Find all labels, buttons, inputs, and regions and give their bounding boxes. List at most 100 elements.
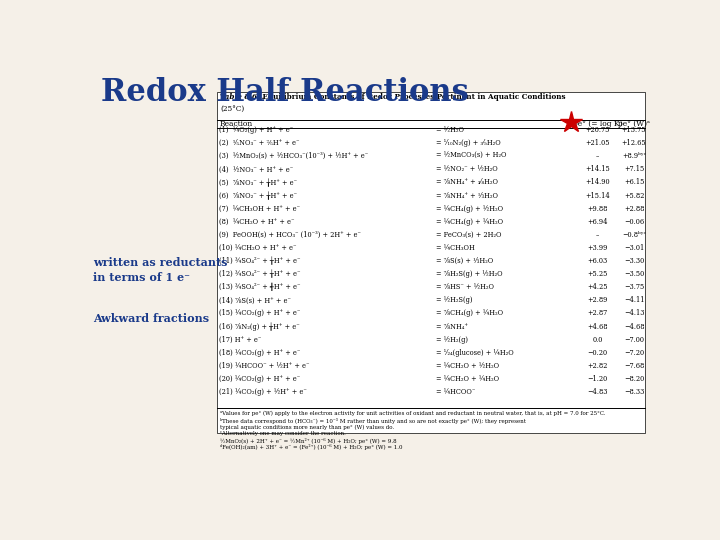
Text: −7.00: −7.00 bbox=[624, 336, 644, 343]
Text: = ¼CH₃OH: = ¼CH₃OH bbox=[436, 244, 474, 252]
Text: ᵇThese data correspond to (HCO₃⁻) = 10⁻³ M rather than unity and so are not exac: ᵇThese data correspond to (HCO₃⁻) = 10⁻³… bbox=[220, 418, 526, 424]
Text: = ½H₂(g): = ½H₂(g) bbox=[436, 336, 468, 343]
Text: = ¼CH₂O + ¼H₂O: = ¼CH₂O + ¼H₂O bbox=[436, 375, 499, 383]
Text: +12.65: +12.65 bbox=[622, 139, 647, 147]
Text: (1)  ¼O₂(g) + H⁺ + e⁻: (1) ¼O₂(g) + H⁺ + e⁻ bbox=[220, 126, 294, 134]
Text: = ½H₂S(g): = ½H₂S(g) bbox=[436, 296, 472, 305]
Text: +20.75: +20.75 bbox=[585, 126, 610, 134]
Text: (13) ¾SO₄²⁻ + ╉H⁺ + e⁻: (13) ¾SO₄²⁻ + ╉H⁺ + e⁻ bbox=[220, 283, 301, 292]
Text: (14) ⅞S(s) + H⁺ + e⁻: (14) ⅞S(s) + H⁺ + e⁻ bbox=[220, 296, 292, 305]
Text: +5.82: +5.82 bbox=[624, 192, 644, 200]
Text: +13.75: +13.75 bbox=[622, 126, 647, 134]
Text: (9)  FeOOH(s) + HCO₃⁻ (10⁻³) + 2H⁺ + e⁻: (9) FeOOH(s) + HCO₃⁻ (10⁻³) + 2H⁺ + e⁻ bbox=[220, 231, 361, 239]
Text: = ¼CH₄(g) + ¼H₂O: = ¼CH₄(g) + ¼H₂O bbox=[436, 218, 503, 226]
Text: = ⅞S(s) + ⅓H₂O: = ⅞S(s) + ⅓H₂O bbox=[436, 257, 493, 265]
Text: −0.8ᵇʸᶜ: −0.8ᵇʸᶜ bbox=[622, 231, 646, 239]
Text: Table 8.6a.: Table 8.6a. bbox=[220, 93, 264, 102]
Text: = ½NO₂⁻ + ½H₂O: = ½NO₂⁻ + ½H₂O bbox=[436, 165, 498, 173]
Text: = ⅞NH₄⁺: = ⅞NH₄⁺ bbox=[436, 322, 468, 330]
Text: (25°C): (25°C) bbox=[220, 105, 244, 113]
Text: pe° (W)ᵃ: pe° (W)ᵃ bbox=[618, 120, 650, 128]
Text: (3)  ½MnO₂(s) + ½HCO₃⁻(10⁻³) + ½H⁺ + e⁻: (3) ½MnO₂(s) + ½HCO₃⁻(10⁻³) + ½H⁺ + e⁻ bbox=[220, 152, 369, 160]
Text: +3.99: +3.99 bbox=[588, 244, 608, 252]
Text: ᵃValues for pe° (W) apply to the electron activity for unit activities of oxidan: ᵃValues for pe° (W) apply to the electro… bbox=[220, 411, 606, 416]
Text: (15) ¼CO₂(g) + H⁺ + e⁻: (15) ¼CO₂(g) + H⁺ + e⁻ bbox=[220, 309, 301, 318]
Text: −3.75: −3.75 bbox=[624, 284, 644, 291]
Text: (7)  ¼CH₃OH + H⁺ + e⁻: (7) ¼CH₃OH + H⁺ + e⁻ bbox=[220, 205, 300, 213]
Text: (17) H⁺ + e⁻: (17) H⁺ + e⁻ bbox=[220, 336, 262, 343]
Text: −7.20: −7.20 bbox=[624, 349, 644, 357]
Text: in terms of 1 e⁻: in terms of 1 e⁻ bbox=[93, 272, 190, 283]
Text: +7.15: +7.15 bbox=[624, 165, 644, 173]
Text: +5.25: +5.25 bbox=[588, 270, 608, 278]
Text: = ¹⁄₁₀N₂(g) + ₃⁄₅H₂O: = ¹⁄₁₀N₂(g) + ₃⁄₅H₂O bbox=[436, 139, 500, 147]
Text: +2.82: +2.82 bbox=[588, 362, 608, 370]
Text: −4.11: −4.11 bbox=[624, 296, 644, 305]
Text: (6)  ⅞NO₂⁻ + ╁H⁺ + e⁻: (6) ⅞NO₂⁻ + ╁H⁺ + e⁻ bbox=[220, 191, 297, 200]
Text: −8.33: −8.33 bbox=[624, 388, 644, 396]
Text: (4)  ½NO₃⁻ + H⁺ + e⁻: (4) ½NO₃⁻ + H⁺ + e⁻ bbox=[220, 165, 294, 173]
Text: written as reductants: written as reductants bbox=[93, 257, 228, 268]
Text: = ⅞NH₄⁺ + ⅓H₂O: = ⅞NH₄⁺ + ⅓H₂O bbox=[436, 192, 498, 200]
Text: +2.87: +2.87 bbox=[588, 309, 608, 318]
Text: = ¼HCOO⁻: = ¼HCOO⁻ bbox=[436, 388, 475, 396]
Text: +4.25: +4.25 bbox=[588, 284, 608, 291]
Text: +15.14: +15.14 bbox=[585, 192, 610, 200]
Text: ᶜAlternatively one may consider the reaction.: ᶜAlternatively one may consider the reac… bbox=[220, 431, 346, 436]
Text: (12) ¾SO₄²⁻ + ╁H⁺ + e⁻: (12) ¾SO₄²⁻ + ╁H⁺ + e⁻ bbox=[220, 270, 301, 279]
Text: −4.68: −4.68 bbox=[624, 322, 644, 330]
Text: −3.01: −3.01 bbox=[624, 244, 644, 252]
Text: +4.68: +4.68 bbox=[588, 322, 608, 330]
Text: (11) ¾SO₄²⁻ + ╁H⁺ + e⁻: (11) ¾SO₄²⁻ + ╁H⁺ + e⁻ bbox=[220, 257, 301, 265]
Text: −1.20: −1.20 bbox=[588, 375, 608, 383]
Text: = ¼CH₄(g) + ½H₂O: = ¼CH₄(g) + ½H₂O bbox=[436, 205, 503, 213]
Text: +8.9ᵇʸᶜ: +8.9ᵇʸᶜ bbox=[622, 152, 646, 160]
Text: (20) ¼CO₂(g) + H⁺ + e⁻: (20) ¼CO₂(g) + H⁺ + e⁻ bbox=[220, 375, 301, 383]
Text: +9.88: +9.88 bbox=[588, 205, 608, 213]
Text: +6.94: +6.94 bbox=[588, 218, 608, 226]
Text: –: – bbox=[596, 152, 600, 160]
Text: (19) ¼HCOO⁻ + ½H⁺ + e⁻: (19) ¼HCOO⁻ + ½H⁺ + e⁻ bbox=[220, 362, 310, 370]
Text: = ¹⁄₂₄(glucose) + ¼H₂O: = ¹⁄₂₄(glucose) + ¼H₂O bbox=[436, 349, 513, 357]
Text: = ⅞NH₄⁺ + ₃⁄₈H₂O: = ⅞NH₄⁺ + ₃⁄₈H₂O bbox=[436, 179, 498, 186]
Text: +2.88: +2.88 bbox=[624, 205, 644, 213]
Text: −0.20: −0.20 bbox=[588, 349, 608, 357]
Text: ᵈFe(OH)₂(am) + 3H⁺ + e⁻ = (Fe²⁺) (10⁻⁶ M) + H₂O; pe° (W) = 1.0: ᵈFe(OH)₂(am) + 3H⁺ + e⁻ = (Fe²⁺) (10⁻⁶ M… bbox=[220, 444, 402, 450]
Text: +14.15: +14.15 bbox=[585, 165, 610, 173]
Text: ½MnO₂(s) + 2H⁺ + e⁻ = ½Mn²⁺ (10⁻⁶ M) + H₂O; pe° (W) = 9.8: ½MnO₂(s) + 2H⁺ + e⁻ = ½Mn²⁺ (10⁻⁶ M) + H… bbox=[220, 438, 397, 444]
Text: +6.15: +6.15 bbox=[624, 179, 644, 186]
Text: +14.90: +14.90 bbox=[585, 179, 610, 186]
Text: (8)  ¼CH₂O + H⁺ + e⁻: (8) ¼CH₂O + H⁺ + e⁻ bbox=[220, 218, 295, 226]
FancyBboxPatch shape bbox=[217, 92, 645, 433]
Text: –: – bbox=[596, 231, 600, 239]
Text: −8.20: −8.20 bbox=[624, 375, 644, 383]
Text: −7.68: −7.68 bbox=[624, 362, 644, 370]
Text: Reaction: Reaction bbox=[220, 120, 253, 128]
Text: (10) ¼CH₂O + H⁺ + e⁻: (10) ¼CH₂O + H⁺ + e⁻ bbox=[220, 244, 297, 252]
Text: = ⅞HS⁻ + ½H₂O: = ⅞HS⁻ + ½H₂O bbox=[436, 284, 494, 291]
Text: (16) ⅞N₂(g) + ╁H⁺ + e⁻: (16) ⅞N₂(g) + ╁H⁺ + e⁻ bbox=[220, 322, 300, 331]
Text: = FeCO₃(s) + 2H₂O: = FeCO₃(s) + 2H₂O bbox=[436, 231, 501, 239]
Text: = ⅞CH₄(g) + ¼H₂O: = ⅞CH₄(g) + ¼H₂O bbox=[436, 309, 503, 318]
Text: +21.05: +21.05 bbox=[585, 139, 610, 147]
Text: +6.03: +6.03 bbox=[588, 257, 608, 265]
Text: Equilibrium Constants of Redox Processes Pertinent in Aquatic Conditions: Equilibrium Constants of Redox Processes… bbox=[255, 93, 565, 102]
Text: −3.30: −3.30 bbox=[624, 257, 644, 265]
Text: (21) ¼CO₂(g) + ½H⁺ + e⁻: (21) ¼CO₂(g) + ½H⁺ + e⁻ bbox=[220, 388, 307, 396]
Text: (2)  ⅕NO₃⁻ + ⅖H⁺ + e⁻: (2) ⅕NO₃⁻ + ⅖H⁺ + e⁻ bbox=[220, 139, 300, 147]
Text: −3.50: −3.50 bbox=[624, 270, 644, 278]
Text: 0.0: 0.0 bbox=[593, 336, 603, 343]
Text: (5)  ⅞NO₃⁻ + ╁H⁺ + e⁻: (5) ⅞NO₃⁻ + ╁H⁺ + e⁻ bbox=[220, 178, 297, 187]
Text: pe° (= log K): pe° (= log K) bbox=[573, 120, 623, 128]
Text: Awkward fractions: Awkward fractions bbox=[93, 313, 209, 324]
Text: = ⅞H₂S(g) + ½H₂O: = ⅞H₂S(g) + ½H₂O bbox=[436, 270, 503, 278]
Text: typical aquatic conditions more nearly than pe° (W) values do.: typical aquatic conditions more nearly t… bbox=[220, 424, 394, 430]
Text: Redox Half Reactions: Redox Half Reactions bbox=[101, 77, 469, 109]
Text: (18) ¼CO₂(g) + H⁺ + e⁻: (18) ¼CO₂(g) + H⁺ + e⁻ bbox=[220, 349, 301, 357]
Text: = ½H₂O: = ½H₂O bbox=[436, 126, 464, 134]
Text: −0.06: −0.06 bbox=[624, 218, 644, 226]
Text: = ¼CH₂O + ½H₂O: = ¼CH₂O + ½H₂O bbox=[436, 362, 499, 370]
Text: −4.13: −4.13 bbox=[624, 309, 644, 318]
Text: −4.83: −4.83 bbox=[588, 388, 608, 396]
Text: = ½MnCO₃(s) + H₂O: = ½MnCO₃(s) + H₂O bbox=[436, 152, 506, 160]
